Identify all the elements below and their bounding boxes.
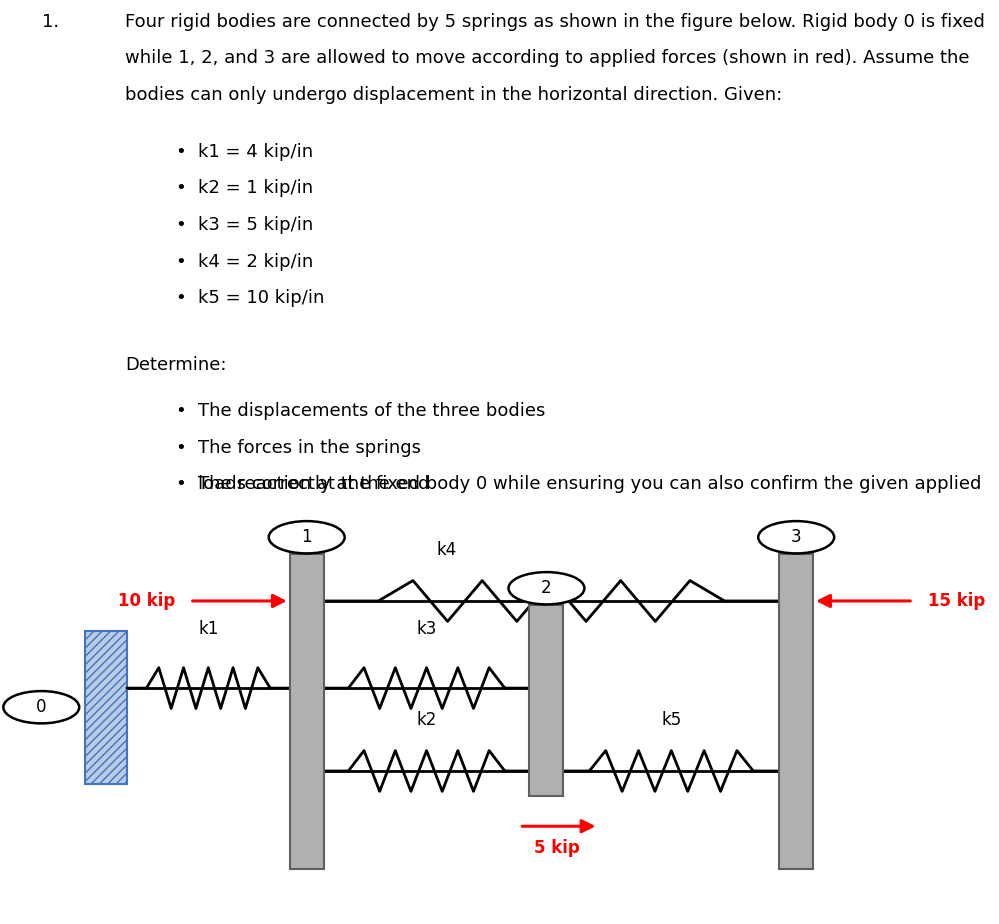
Text: Determine:: Determine: xyxy=(125,357,227,374)
Text: 3: 3 xyxy=(791,529,801,546)
Text: The reaction at the fixed body 0 while ensuring you can also confirm the given a: The reaction at the fixed body 0 while e… xyxy=(198,475,981,493)
Bar xyxy=(529,605,563,796)
Text: bodies can only undergo displacement in the horizontal direction. Given:: bodies can only undergo displacement in … xyxy=(125,86,782,103)
Text: 1: 1 xyxy=(302,529,312,546)
Text: k1: k1 xyxy=(198,620,219,638)
Text: k4: k4 xyxy=(437,541,457,559)
Text: k5: k5 xyxy=(661,711,681,729)
Text: •: • xyxy=(175,179,186,198)
Bar xyxy=(779,554,813,869)
Circle shape xyxy=(3,691,79,723)
Circle shape xyxy=(758,521,834,553)
Bar xyxy=(290,554,324,869)
Text: •: • xyxy=(175,439,186,456)
Text: k2: k2 xyxy=(417,711,437,729)
Text: 0: 0 xyxy=(36,699,47,716)
Text: k1 = 4 kip/in: k1 = 4 kip/in xyxy=(198,143,313,161)
Text: •: • xyxy=(175,289,186,307)
Text: while 1, 2, and 3 are allowed to move according to applied forces (shown in red): while 1, 2, and 3 are allowed to move ac… xyxy=(125,49,969,67)
Text: •: • xyxy=(175,216,186,234)
Circle shape xyxy=(508,572,584,604)
Text: Four rigid bodies are connected by 5 springs as shown in the figure below. Rigid: Four rigid bodies are connected by 5 spr… xyxy=(125,13,985,30)
Text: •: • xyxy=(175,475,186,493)
Text: •: • xyxy=(175,252,186,271)
Text: k3: k3 xyxy=(417,620,437,638)
Text: k2 = 1 kip/in: k2 = 1 kip/in xyxy=(198,179,313,198)
Text: •: • xyxy=(175,143,186,161)
Text: 10 kip: 10 kip xyxy=(118,592,175,610)
Text: •: • xyxy=(175,402,186,420)
Text: loads correctly at the end: loads correctly at the end xyxy=(198,475,430,493)
Text: k4 = 2 kip/in: k4 = 2 kip/in xyxy=(198,252,313,271)
Text: The displacements of the three bodies: The displacements of the three bodies xyxy=(198,402,545,420)
Circle shape xyxy=(269,521,345,553)
Text: k5 = 10 kip/in: k5 = 10 kip/in xyxy=(198,289,325,307)
Text: 1.: 1. xyxy=(42,13,59,30)
Text: The forces in the springs: The forces in the springs xyxy=(198,439,421,456)
Text: 2: 2 xyxy=(541,579,551,597)
Text: 15 kip: 15 kip xyxy=(928,592,985,610)
Text: 5 kip: 5 kip xyxy=(533,839,579,857)
Text: k3 = 5 kip/in: k3 = 5 kip/in xyxy=(198,216,313,234)
Bar xyxy=(85,631,127,784)
